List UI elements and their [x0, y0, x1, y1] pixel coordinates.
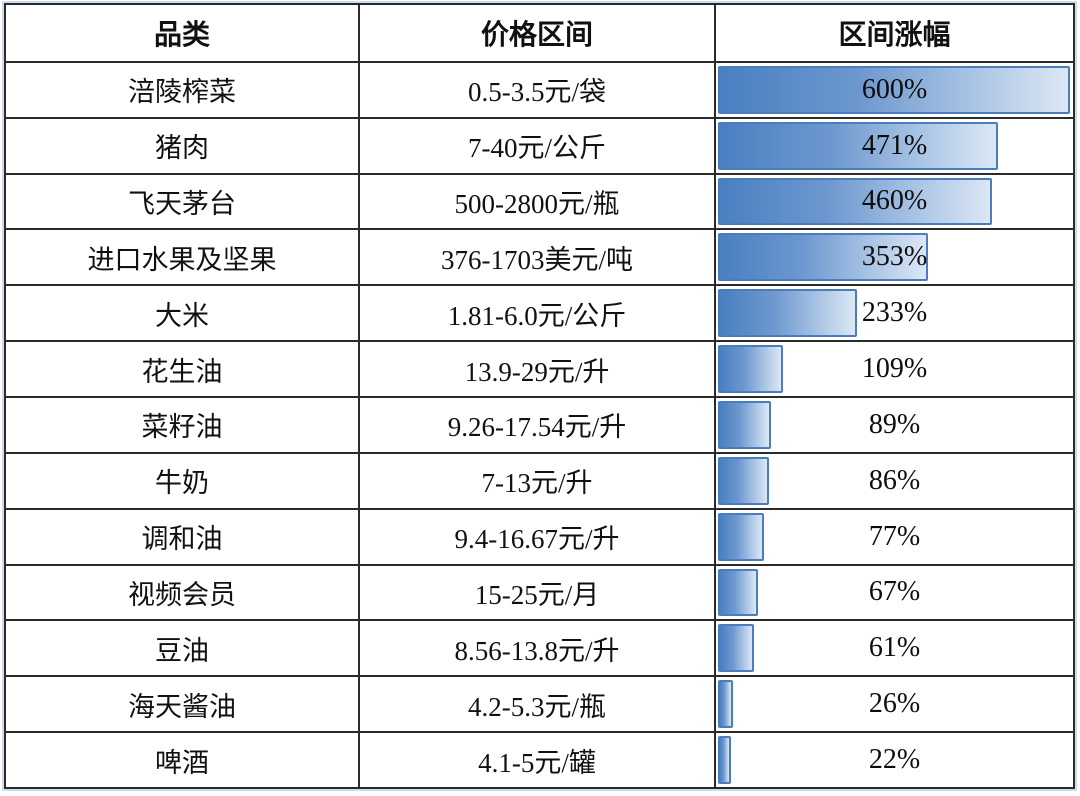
- price-range-cell: 0.5-3.5元/袋: [358, 62, 714, 117]
- increase-cell: 471%: [714, 118, 1073, 173]
- increase-cell: 109%: [714, 342, 1073, 396]
- increase-cell: 86%: [714, 453, 1073, 508]
- increase-bar: [718, 121, 999, 170]
- price-range-cell: 500-2800元/瓶: [358, 174, 714, 229]
- price-increase-table: 品类 价格区间 区间涨幅 涪陵榨菜 0.5-3.5元/袋 600% 猪肉 7-4…: [4, 3, 1075, 789]
- price-range-cell: 15-25元/月: [358, 565, 714, 620]
- price-range-cell: 4.1-5元/罐: [358, 733, 714, 787]
- category-cell: 涪陵榨菜: [128, 77, 236, 108]
- increase-percent-label: 86%: [868, 464, 921, 496]
- increase-bar: [718, 456, 770, 505]
- price-range-cell: 7-13元/升: [358, 453, 714, 508]
- increase-bar: [718, 680, 734, 729]
- increase-cell: 77%: [714, 509, 1073, 564]
- category-cell: 飞天茅台: [128, 188, 236, 219]
- price-range-cell: 8.56-13.8元/升: [358, 621, 714, 676]
- category-cell: 猪肉: [155, 133, 209, 164]
- increase-cell: 600%: [714, 62, 1073, 117]
- price-range-cell: 7-40元/公斤: [358, 118, 714, 173]
- table-header-row: 品类 价格区间 区间涨幅: [6, 5, 1073, 61]
- increase-percent-label: 600%: [861, 73, 928, 105]
- increase-percent-label: 89%: [868, 408, 921, 440]
- increase-percent-label: 460%: [861, 185, 928, 217]
- price-range-cell: 376-1703美元/吨: [358, 230, 714, 285]
- table-row: 猪肉 7-40元/公斤 471%: [6, 116, 1073, 173]
- table-row: 啤酒 4.1-5元/罐 22%: [6, 731, 1073, 787]
- table-row: 调和油 9.4-16.67元/升 77%: [6, 507, 1073, 564]
- increase-percent-label: 233%: [861, 297, 928, 329]
- increase-bar: [718, 736, 732, 784]
- category-cell: 花生油: [141, 356, 223, 387]
- header-price-range: 价格区间: [358, 5, 714, 61]
- increase-bar: [718, 401, 771, 449]
- category-cell: 豆油: [155, 635, 209, 666]
- price-range-cell: 9.4-16.67元/升: [358, 509, 714, 564]
- increase-percent-label: 471%: [861, 129, 928, 161]
- increase-bar: [718, 568, 758, 617]
- price-range-cell: 4.2-5.3元/瓶: [358, 677, 714, 732]
- category-cell: 菜籽油: [141, 412, 223, 443]
- increase-percent-label: 61%: [868, 632, 921, 664]
- increase-percent-label: 353%: [861, 241, 928, 273]
- increase-bar: [718, 345, 783, 393]
- increase-percent-label: 67%: [868, 576, 921, 608]
- increase-cell: 460%: [714, 174, 1073, 229]
- increase-bar: [718, 65, 1070, 114]
- table-row: 大米 1.81-6.0元/公斤 233%: [6, 284, 1073, 341]
- increase-bar: [718, 512, 764, 561]
- table-row: 飞天茅台 500-2800元/瓶 460%: [6, 172, 1073, 229]
- increase-bar: [718, 289, 857, 338]
- increase-cell: 22%: [714, 733, 1073, 787]
- table-row: 海天酱油 4.2-5.3元/瓶 26%: [6, 675, 1073, 732]
- increase-percent-label: 26%: [868, 688, 921, 720]
- category-cell: 调和油: [141, 524, 223, 555]
- increase-cell: 89%: [714, 398, 1073, 452]
- price-range-cell: 9.26-17.54元/升: [358, 398, 714, 452]
- increase-bar: [718, 177, 992, 226]
- table-row: 菜籽油 9.26-17.54元/升 89%: [6, 396, 1073, 452]
- increase-percent-label: 109%: [861, 353, 928, 385]
- increase-cell: 67%: [714, 565, 1073, 620]
- category-cell: 进口水果及坚果: [87, 244, 277, 275]
- increase-cell: 26%: [714, 677, 1073, 732]
- category-cell: 视频会员: [128, 579, 236, 610]
- header-category: 品类: [153, 19, 210, 51]
- table-row: 进口水果及坚果 376-1703美元/吨 353%: [6, 228, 1073, 285]
- increase-bar: [718, 624, 755, 673]
- increase-cell: 353%: [714, 230, 1073, 285]
- table-row: 花生油 13.9-29元/升 109%: [6, 340, 1073, 396]
- category-cell: 啤酒: [155, 747, 209, 778]
- increase-bar: [718, 233, 929, 282]
- table-row: 豆油 8.56-13.8元/升 61%: [6, 619, 1073, 676]
- table-row: 涪陵榨菜 0.5-3.5元/袋 600%: [6, 60, 1073, 117]
- header-increase: 区间涨幅: [714, 5, 1073, 61]
- increase-cell: 233%: [714, 286, 1073, 341]
- category-cell: 牛奶: [155, 468, 209, 499]
- category-cell: 大米: [155, 300, 209, 331]
- increase-cell: 61%: [714, 621, 1073, 676]
- table-row: 视频会员 15-25元/月 67%: [6, 563, 1073, 620]
- category-cell: 海天酱油: [128, 691, 236, 722]
- table-row: 牛奶 7-13元/升 86%: [6, 451, 1073, 508]
- price-range-cell: 13.9-29元/升: [358, 342, 714, 396]
- increase-percent-label: 22%: [868, 744, 921, 776]
- price-range-cell: 1.81-6.0元/公斤: [358, 286, 714, 341]
- increase-percent-label: 77%: [868, 520, 921, 552]
